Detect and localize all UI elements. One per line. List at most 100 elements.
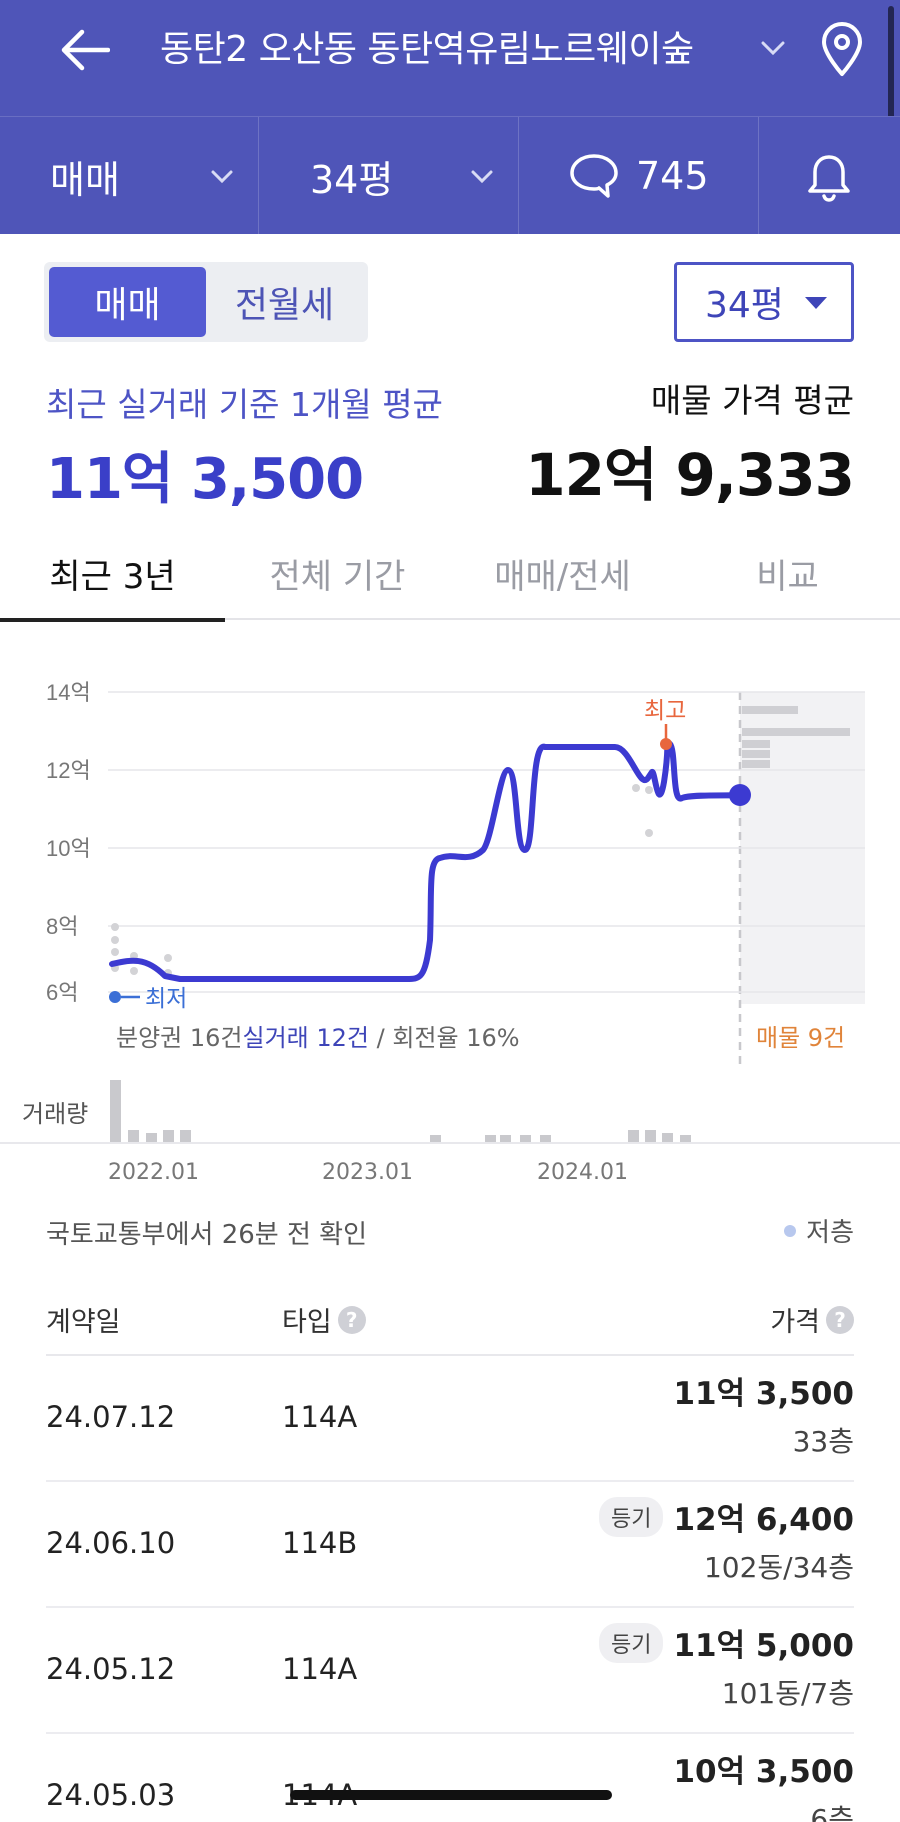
comments-count: 745 [636,154,709,198]
help-icon[interactable]: ? [337,1305,366,1334]
scrollbar[interactable] [888,6,894,156]
comments-button[interactable]: 745 [568,117,709,235]
row-type: 114A [282,1652,358,1686]
trade-dot [111,923,119,931]
toggle-sale[interactable]: 매매 [49,267,206,337]
deal-type-toggle: 매매 전월세 [44,262,368,342]
table-row[interactable]: 24.06.10 114B 등기 12억 6,400 102동/34층 [46,1482,854,1608]
row-date: 24.06.10 [46,1526,176,1560]
trade-dot [632,784,640,792]
help-icon[interactable]: ? [826,1305,854,1334]
chevron-down-icon[interactable] [760,38,786,58]
tab-all-period[interactable]: 전체 기간 [269,556,406,597]
recent-average-label: 최근 실거래 기준 1개월 평균 [46,385,443,424]
chevron-down-icon [211,170,233,184]
current-price-point[interactable] [729,784,751,806]
x-tick-label: 2023.01 [322,1160,413,1185]
home-indicator[interactable] [290,1790,612,1800]
header-price-label: 가격 [770,1307,820,1338]
volume-bar [680,1135,691,1142]
chart-note: 분양권 16건실거래 12건 / 회전율 16% [116,1018,520,1053]
presale-count: 분양권 16건 [116,1024,243,1052]
volume-bar [485,1135,496,1142]
volume-bars [110,1080,691,1142]
table-row[interactable]: 24.05.03 114A 10억 3,500 6층 [46,1734,854,1822]
y-tick-label: 12억 [46,758,91,783]
header-date: 계약일 [46,1307,121,1338]
toggle-rent[interactable]: 전월세 [234,285,335,326]
volume-bar [500,1135,511,1142]
trade-dot [111,936,119,944]
page-title[interactable]: 동탄2 오산동 동탄역유림노르웨이숲 [160,29,694,70]
registered-badge: 등기 [599,1622,664,1663]
y-tick-label: 6억 [46,980,78,1005]
size-filter[interactable]: 34평 [310,117,393,235]
volume-bar [540,1135,551,1142]
filter-bar: 매매 34평 745 [0,116,900,235]
row-price-wrap: 11억 3,500 [673,1368,854,1413]
size-select[interactable]: 34평 [674,262,854,342]
map-pin-icon[interactable] [820,22,864,78]
top-app-bar: 동탄2 오산동 동탄역유림노르웨이숲 [0,0,900,116]
speech-bubble-icon [570,154,618,198]
listing-bar [742,728,850,736]
legend-label: 저층 [806,1218,854,1248]
volume-bar [128,1130,139,1142]
trade-dot [164,954,172,962]
row-price-wrap: 등기 12억 6,400 [599,1494,854,1539]
trade-dot [645,829,653,837]
row-price: 12억 6,400 [673,1502,854,1538]
trade-dot [645,786,653,794]
size-select-value: 34평 [705,285,784,326]
row-date: 24.07.12 [46,1400,176,1434]
tab-sale-jeonse[interactable]: 매매/전세 [494,556,631,597]
x-tick-label: 2022.01 [108,1160,199,1185]
header-type-label: 타입 [282,1307,332,1338]
table-row[interactable]: 24.07.12 114A 11억 3,500 33층 [46,1356,854,1482]
volume-bar [645,1130,656,1142]
listing-average-value: 12억 9,333 [525,441,855,509]
price-chart[interactable]: 14억 12억 10억 8억 6억 최저 최고 [0,640,900,1200]
row-price: 11억 3,500 [673,1376,854,1412]
deal-type-filter[interactable]: 매매 [50,117,120,235]
volume-bar [430,1135,441,1142]
volume-bar [180,1130,191,1142]
header-type: 타입? [282,1300,366,1339]
turnover-rate: / 회전율 16% [369,1024,520,1052]
divider [258,117,259,235]
table-header: 계약일 타입? 가격? [46,1290,854,1356]
arrow-left-icon[interactable] [58,28,110,72]
low-point [109,991,121,1003]
recent-average-value: 11억 3,500 [46,447,364,512]
divider [518,117,519,235]
volume-bar [163,1130,174,1142]
listing-bar [742,750,770,758]
legend-low-floor: 저층 [784,1212,854,1249]
row-price: 10억 3,500 [673,1754,854,1790]
row-floor: 6층 [810,1803,854,1822]
tab-recent-3-years[interactable]: 최근 3년 [0,526,225,622]
y-tick-label: 10억 [46,836,91,861]
trade-dot [111,948,119,956]
tab-compare[interactable]: 비교 [756,556,819,597]
data-source-text: 국토교통부에서 26분 전 확인 [46,1220,367,1250]
registered-badge: 등기 [599,1496,664,1537]
listing-count: 매물 9건 [756,1024,846,1052]
volume-label: 거래량 [22,1100,89,1128]
y-tick-label: 14억 [46,680,91,705]
chevron-down-icon [471,170,493,184]
bell-icon[interactable] [806,153,852,203]
volume-bar [662,1133,673,1142]
caret-down-icon [805,297,827,309]
size-label: 34평 [310,157,394,202]
row-date: 24.05.03 [46,1778,176,1812]
row-floor: 102동/34층 [703,1551,854,1584]
trade-dot [130,967,138,975]
volume-bar [146,1133,157,1142]
period-tabs: 최근 3년 전체 기간 매매/전세 비교 [0,526,900,622]
divider [758,117,759,235]
listing-average-label: 매물 가격 평균 [650,381,854,420]
table-row[interactable]: 24.05.12 114A 등기 11억 5,000 101동/7층 [46,1608,854,1734]
row-type: 114B [282,1526,358,1560]
high-point [660,738,672,750]
